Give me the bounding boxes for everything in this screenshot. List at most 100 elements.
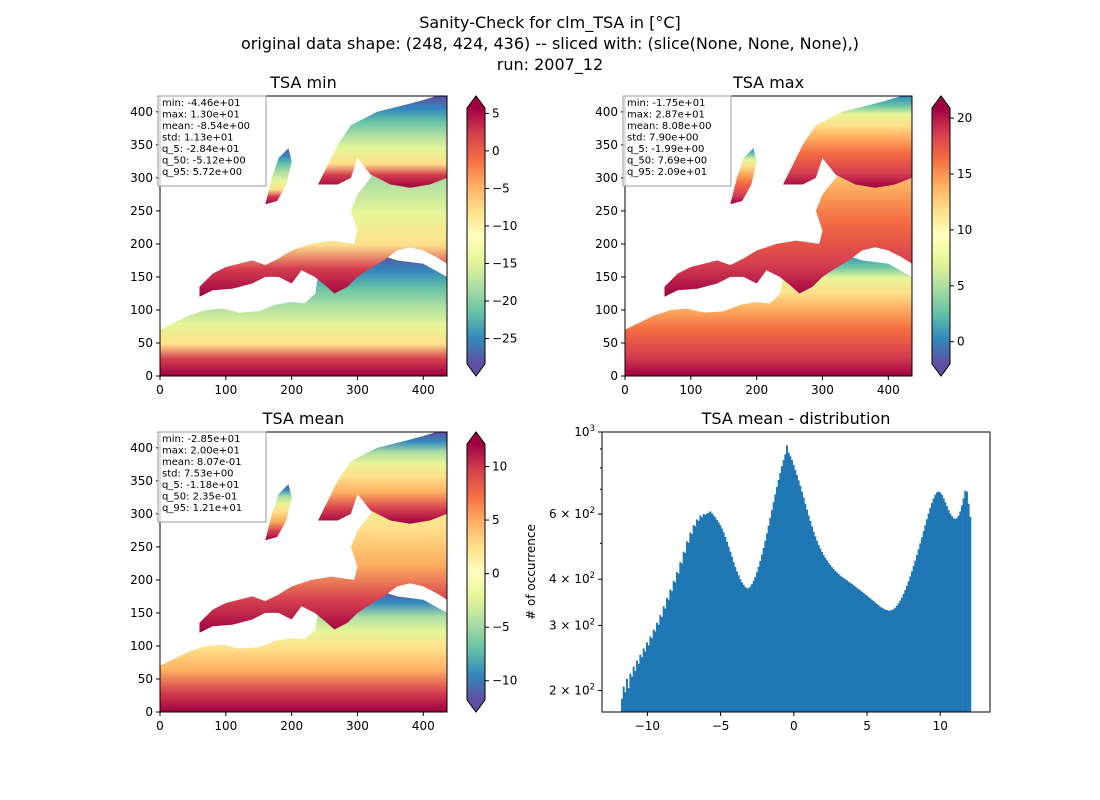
land-british-isles — [265, 148, 292, 205]
colorbar-tick-label: −10 — [492, 219, 517, 233]
map-ytick-label: 150 — [130, 270, 153, 284]
histogram-bar — [907, 581, 910, 712]
colorbar-extend-bottom — [932, 364, 950, 376]
histogram-bar — [797, 480, 800, 712]
map-ytick-label: 350 — [130, 138, 153, 152]
histogram-bar — [892, 609, 895, 712]
map-ytick-label: 0 — [610, 369, 618, 383]
histogram-bar — [646, 642, 648, 712]
histogram-bar — [637, 663, 640, 712]
histogram-bar — [781, 466, 783, 712]
histogram-bar — [960, 505, 963, 712]
histogram-bar — [882, 608, 885, 712]
histogram-bar — [801, 491, 803, 712]
histogram-bar — [762, 547, 765, 712]
histogram-bar — [782, 460, 785, 712]
histogram-bar — [832, 569, 835, 712]
map-title: TSA max — [732, 73, 804, 92]
histogram-bar — [626, 678, 628, 712]
land-europe — [199, 432, 447, 633]
histogram-bar — [940, 494, 943, 712]
land-scandinavia — [783, 96, 912, 188]
stats-box-frame — [157, 431, 267, 523]
histogram-bar — [827, 562, 830, 712]
histogram-bar — [840, 576, 843, 712]
histogram-bar — [729, 551, 732, 712]
histogram-bar — [964, 490, 967, 712]
histogram-bar — [689, 532, 692, 712]
map-ytick-label: 250 — [595, 204, 618, 218]
histogram-ylabel: # of occurrence — [524, 524, 538, 620]
map-ytick-label: 200 — [130, 573, 153, 587]
histogram-bar — [969, 516, 972, 712]
histogram-bar — [869, 598, 872, 712]
histogram-bar — [644, 651, 647, 712]
stats-line: mean: -8.54e+00 — [162, 121, 250, 132]
map-ytick-label: 350 — [130, 474, 153, 488]
map-xtick-label: 0 — [156, 383, 164, 397]
histogram-bar — [721, 528, 723, 712]
histogram-ytick-label: 103 — [574, 424, 595, 439]
histogram-bar — [746, 588, 748, 712]
histogram-bar — [929, 508, 932, 712]
land-scandinavia — [318, 96, 447, 188]
histogram-bar — [731, 556, 733, 712]
histogram-ytick-label: 4 × 102 — [549, 571, 595, 586]
histogram-panel: TSA mean - distribution−10 −5 0 5 102 × 1023… — [524, 409, 991, 733]
map-ytick-label: 50 — [138, 672, 153, 686]
histogram-bar — [736, 571, 738, 712]
histogram-bar — [865, 595, 868, 712]
map-ytick-label: 150 — [595, 270, 618, 284]
histogram-bar — [849, 582, 852, 712]
histogram-bar — [905, 585, 908, 712]
histogram-bar — [834, 570, 837, 712]
histogram-bar — [811, 526, 813, 712]
stats-line: std: 1.13e+01 — [162, 133, 234, 144]
histogram-bar — [662, 606, 665, 712]
colorbar-tick-label: 15 — [957, 167, 972, 181]
map-ytick-label: 400 — [130, 441, 153, 455]
histogram-bar — [902, 593, 905, 712]
colorbar-extend-top — [932, 96, 950, 108]
stats-line: std: 7.53e+00 — [162, 469, 234, 480]
histogram-bar — [681, 563, 683, 712]
map-ytick-label: 200 — [130, 237, 153, 251]
histogram-bar — [724, 537, 727, 712]
histogram-bar — [659, 615, 662, 712]
histogram-bar — [965, 491, 968, 712]
histogram-bar — [794, 469, 797, 712]
map-ytick-label: 100 — [595, 303, 618, 317]
colorbar-tick-label: 0 — [492, 144, 500, 158]
histogram-bar — [944, 502, 947, 712]
histogram-bar — [712, 515, 715, 712]
histogram-bar — [756, 572, 758, 712]
histogram-bar — [687, 542, 690, 712]
histogram-bar — [717, 522, 720, 712]
ytick-base: 2 × 10 — [549, 684, 590, 698]
stats-line: q_95: 2.09e+01 — [627, 167, 707, 178]
histogram-bar — [751, 584, 753, 712]
histogram-bar — [949, 513, 952, 712]
colorbar-tick-label: 5 — [492, 106, 500, 120]
map-ytick-label: 250 — [130, 204, 153, 218]
stats-line: max: 1.30e+01 — [162, 110, 240, 121]
colorbar-tick-label: −15 — [492, 256, 517, 270]
histogram-bar — [962, 498, 965, 712]
histogram-bar — [910, 571, 913, 712]
histogram-bar — [867, 597, 870, 712]
histogram-bar — [774, 494, 777, 712]
histogram-bar — [742, 584, 745, 712]
histogram-bar — [641, 657, 643, 712]
histogram-bar — [942, 498, 945, 712]
histogram-bar — [766, 533, 768, 712]
histogram-bar — [895, 605, 898, 712]
histogram-bar — [816, 540, 818, 712]
histogram-bar — [909, 576, 912, 712]
map-ytick-label: 0 — [145, 369, 153, 383]
histogram-bar — [672, 580, 675, 712]
histogram-bar — [752, 580, 755, 712]
ytick-base: 4 × 10 — [549, 572, 590, 586]
histogram-bar — [939, 492, 942, 712]
histogram-bar — [639, 654, 642, 712]
